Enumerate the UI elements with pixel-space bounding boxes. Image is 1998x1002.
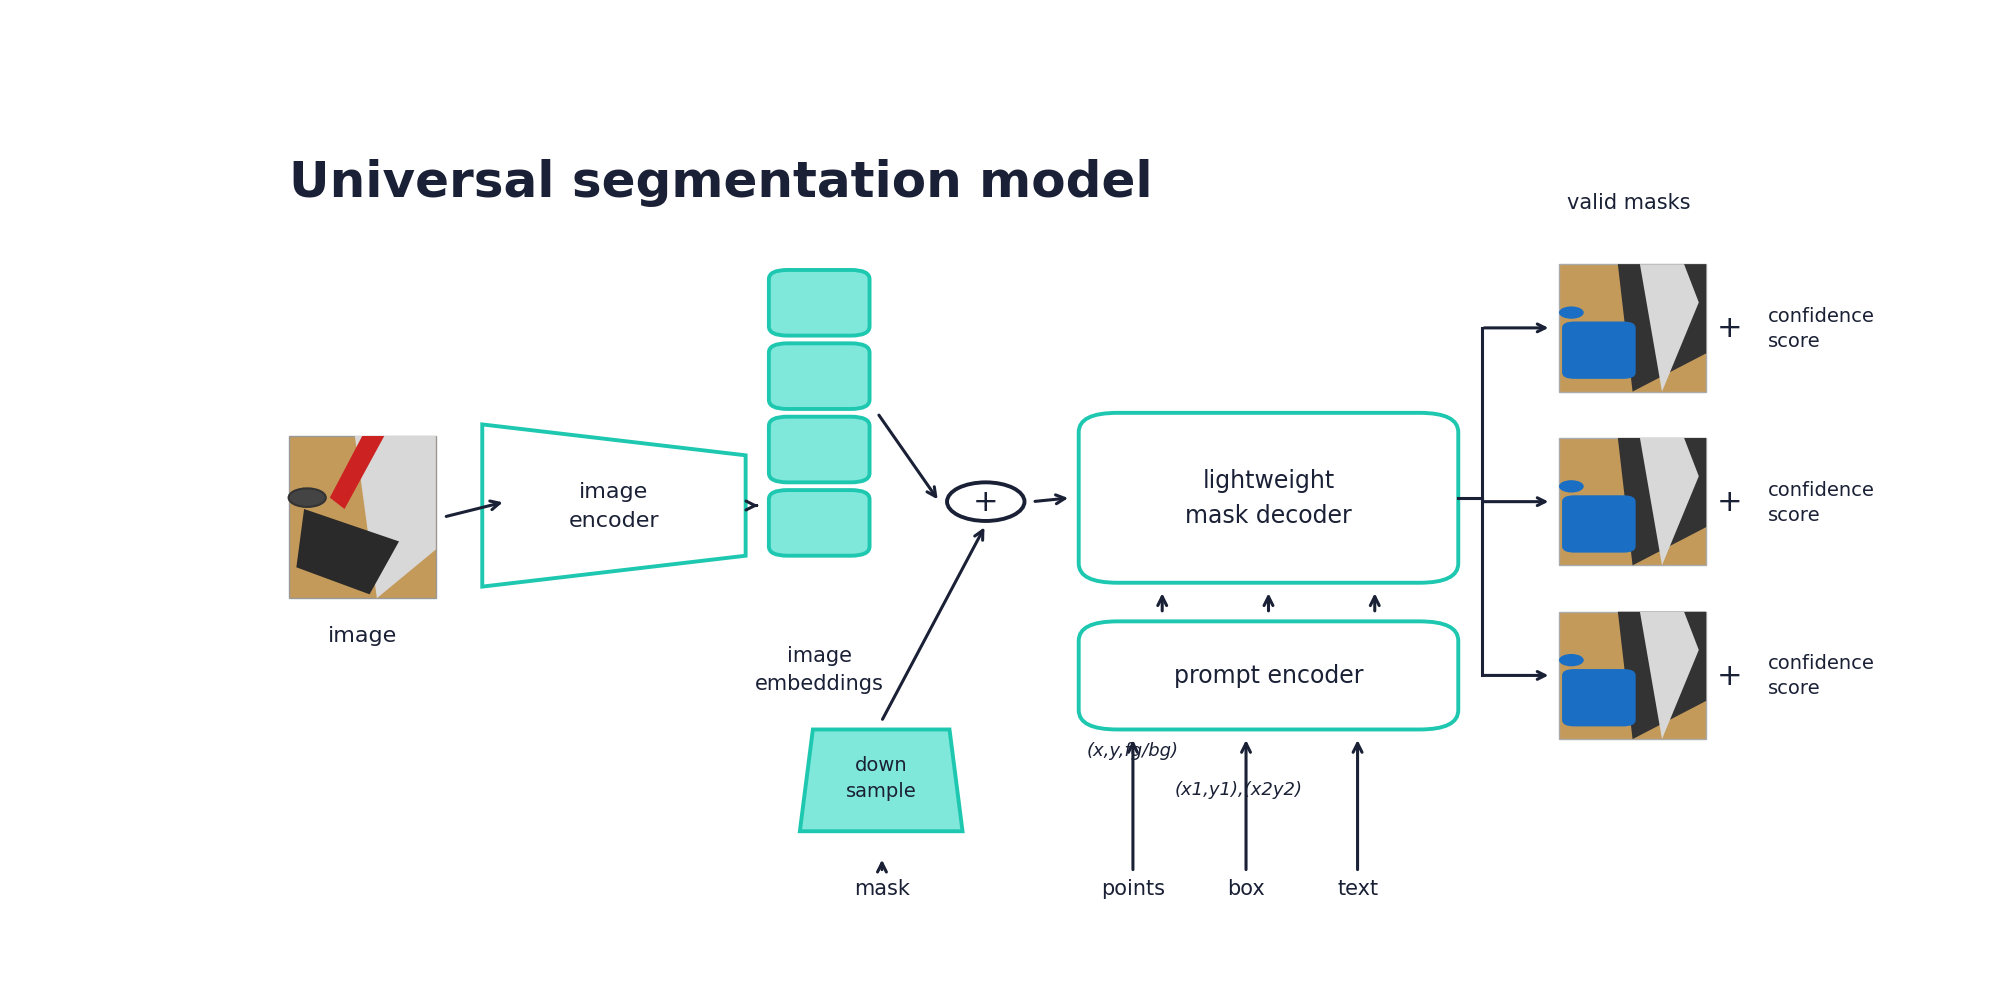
Text: (x1,y1),(x2y2): (x1,y1),(x2y2) [1173, 780, 1301, 798]
Polygon shape [1638, 439, 1698, 566]
Text: image: image [328, 625, 398, 645]
Text: mask: mask [853, 878, 909, 898]
Circle shape [288, 489, 326, 507]
Circle shape [1558, 654, 1582, 666]
Text: down
sample: down sample [845, 755, 917, 801]
Circle shape [1558, 307, 1582, 320]
Text: prompt encoder: prompt encoder [1173, 663, 1363, 687]
Text: confidence
score: confidence score [1768, 480, 1874, 524]
Text: text: text [1337, 878, 1377, 898]
Text: +: + [1716, 661, 1742, 690]
Text: +: + [973, 488, 999, 517]
FancyBboxPatch shape [1560, 669, 1634, 726]
FancyBboxPatch shape [1558, 612, 1706, 739]
Polygon shape [296, 509, 400, 595]
FancyBboxPatch shape [1558, 439, 1706, 566]
Text: image
embeddings: image embeddings [755, 645, 883, 692]
Circle shape [1558, 481, 1582, 493]
Polygon shape [1616, 265, 1706, 392]
Polygon shape [482, 425, 745, 587]
Text: image
encoder: image encoder [567, 481, 659, 531]
Text: confidence
score: confidence score [1768, 653, 1874, 697]
FancyBboxPatch shape [769, 271, 869, 337]
FancyBboxPatch shape [1560, 496, 1634, 553]
Text: +: + [1716, 488, 1742, 517]
FancyBboxPatch shape [769, 491, 869, 556]
FancyBboxPatch shape [1560, 323, 1634, 380]
FancyBboxPatch shape [1558, 265, 1706, 392]
FancyBboxPatch shape [769, 417, 869, 483]
Text: Universal segmentation model: Universal segmentation model [288, 158, 1151, 206]
Text: box: box [1227, 878, 1265, 898]
FancyBboxPatch shape [1079, 621, 1459, 729]
Polygon shape [356, 437, 436, 598]
Circle shape [947, 483, 1025, 521]
Polygon shape [1638, 612, 1698, 739]
Polygon shape [799, 729, 963, 832]
Text: lightweight
mask decoder: lightweight mask decoder [1185, 469, 1351, 528]
Polygon shape [1616, 439, 1706, 566]
Polygon shape [1638, 265, 1698, 392]
Text: confidence
score: confidence score [1768, 307, 1874, 351]
Text: points: points [1101, 878, 1165, 898]
Text: valid masks: valid masks [1566, 192, 1690, 212]
FancyBboxPatch shape [769, 344, 869, 410]
Polygon shape [330, 437, 384, 509]
Text: (x,y,fg/bg): (x,y,fg/bg) [1087, 741, 1179, 760]
FancyBboxPatch shape [1079, 414, 1459, 583]
Polygon shape [1616, 612, 1706, 739]
FancyBboxPatch shape [288, 437, 436, 598]
Text: +: + [1716, 314, 1742, 343]
